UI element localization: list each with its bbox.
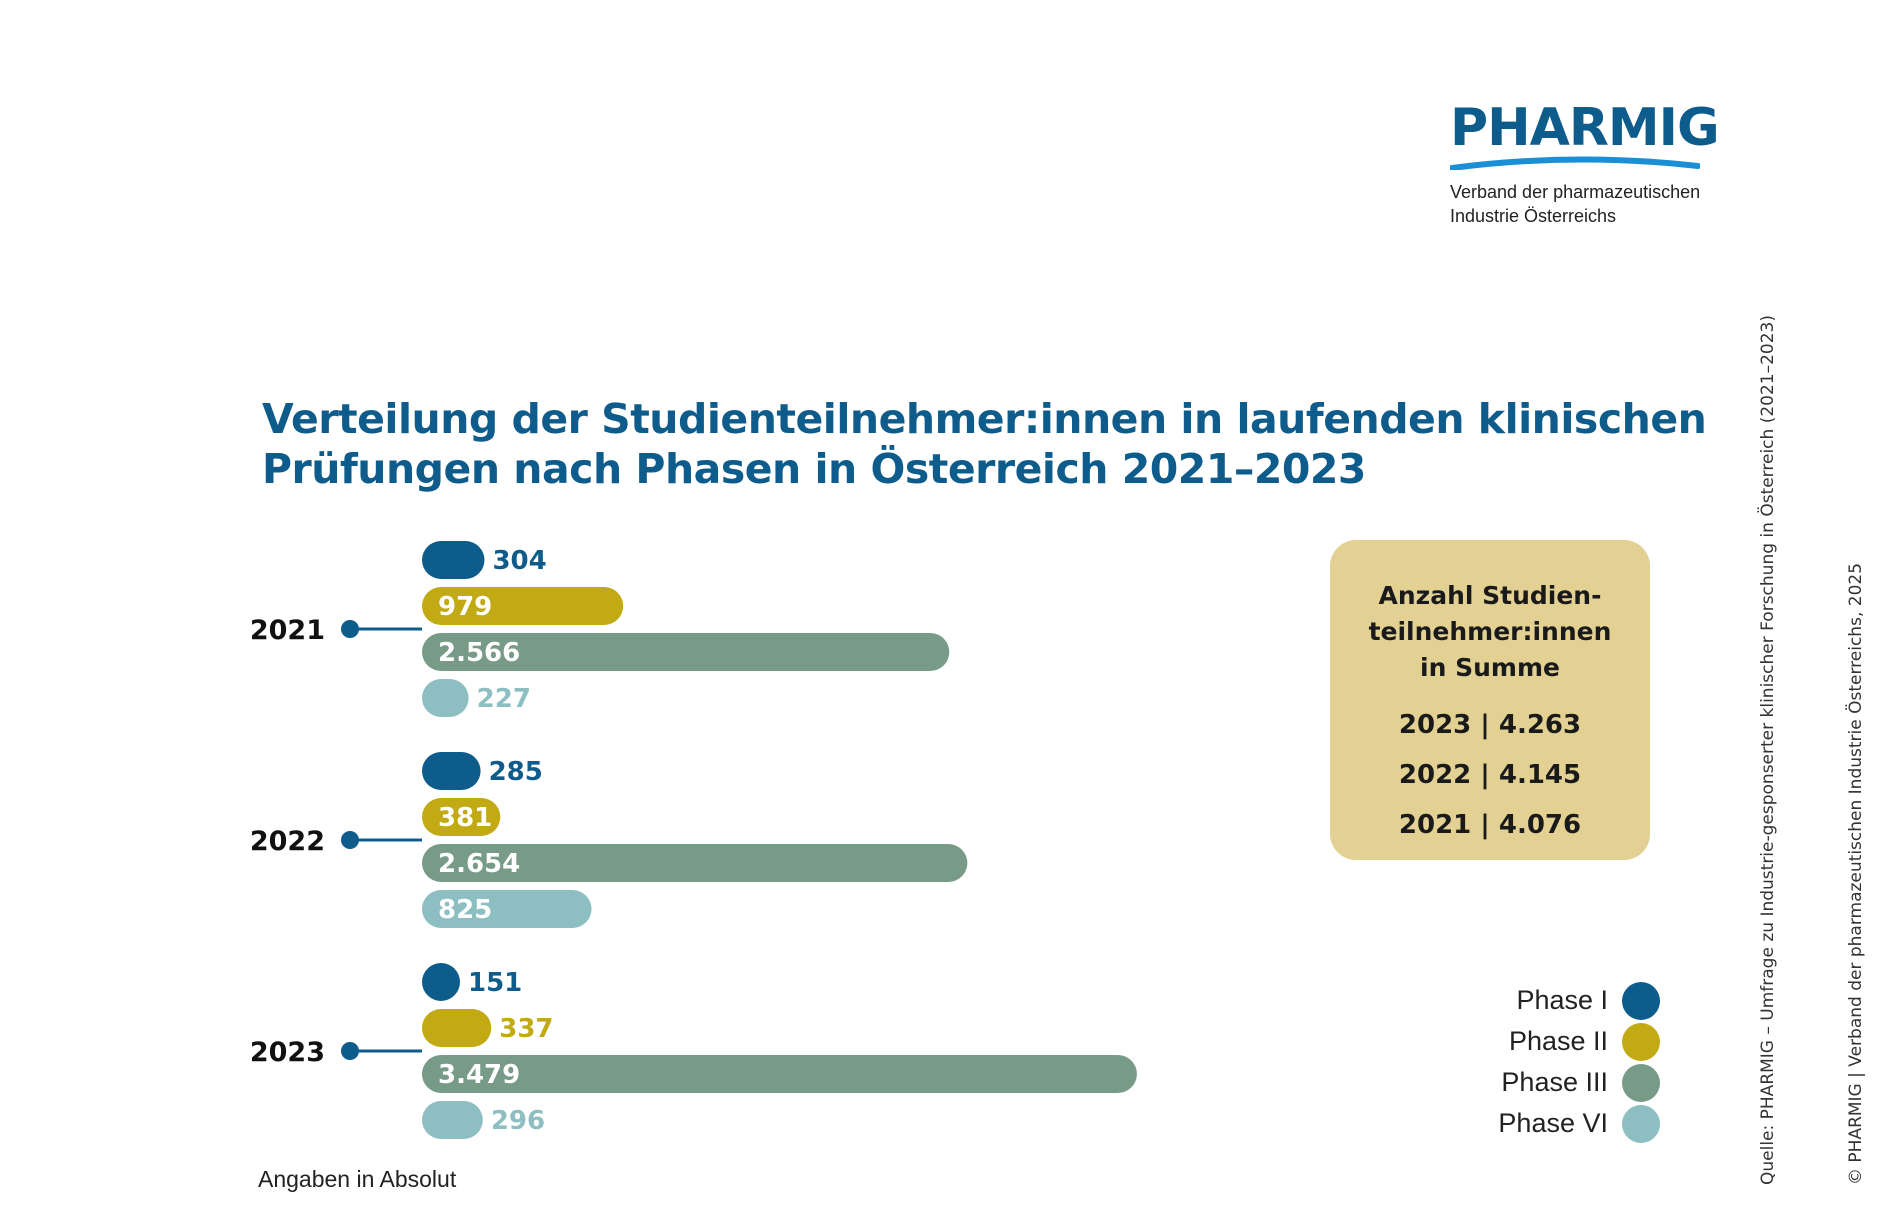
totals-heading-line-1: Anzahl Studien- [1378,581,1602,610]
page-title: Verteilung der Studienteilnehmer:innen i… [262,394,1707,494]
legend-dot-icon [1622,1022,1660,1061]
totals-heading-line-2: teilnehmer:innen [1368,617,1612,646]
bar-value-label: 296 [491,1106,545,1136]
bar-2023-phase-4 [422,1101,483,1139]
legend-item-phase-1: Phase I [1440,980,1660,1021]
bar-2021-phase-2 [422,587,624,625]
bar-2022-phase-1 [422,752,481,790]
legend-label: Phase I [1516,985,1608,1015]
bar-2022-phase-4 [422,890,592,928]
totals-row-2022: 2022 | 4.145 [1398,760,1582,790]
bar-value-label: 227 [477,684,531,714]
legend-dot-icon [1622,981,1660,1020]
pharmig-logo: PHARMIG Verband der pharmazeutischen Ind… [1450,98,1720,228]
bar-2022-phase-2 [422,798,501,836]
legend-label: Phase III [1501,1067,1608,1097]
logo-wordmark: PHARMIG [1450,98,1720,158]
bar-2023-phase-2 [422,1009,492,1047]
footnote: Angaben in Absolut [258,1166,457,1192]
bar-value-label: 3.479 [438,1060,520,1090]
legend: Phase I Phase II Phase III Phase VI [1440,980,1660,1144]
bar-value-label: 825 [438,895,492,925]
year-label-2022: 2022 [250,826,325,857]
bar-2023-phase-1 [422,963,460,1001]
legend-label: Phase II [1508,1026,1608,1056]
totals-heading: Anzahl Studien- teilnehmer:innen in Summ… [1330,578,1650,686]
bar-2023-phase-3 [422,1055,1137,1093]
year-label-2023: 2023 [250,1037,325,1068]
bar-value-label: 381 [438,803,492,833]
bar-2021-phase-3 [422,633,950,671]
title-line-1: Verteilung der Studienteilnehmer:innen i… [262,395,1707,443]
copyright-note: © PHARMIG | Verband der pharmazeutischen… [1846,562,1866,1185]
logo-subline-2: Industrie Österreichs [1450,206,1617,226]
logo-subline: Verband der pharmazeutischen Industrie Ö… [1450,180,1710,228]
bar-value-label: 304 [492,546,546,576]
legend-dot-icon [1622,1063,1660,1102]
bar-2022-phase-3 [422,844,968,882]
logo-swoosh [1450,156,1700,170]
bar-value-label: 285 [489,757,543,787]
legend-dot-icon [1622,1104,1660,1143]
legend-item-phase-2: Phase II [1440,1021,1660,1062]
legend-item-phase-3: Phase III [1440,1062,1660,1103]
year-label-2021: 2021 [250,615,325,646]
title-line-2: Prüfungen nach Phasen in Österreich 2021… [262,445,1366,493]
bar-2021-phase-4 [422,679,469,717]
bar-value-label: 337 [499,1014,553,1044]
bar-value-label: 2.654 [438,849,520,879]
source-note: Quelle: PHARMIG – Umfrage zu Industrie-g… [1758,315,1778,1185]
legend-label: Phase VI [1498,1108,1608,1138]
bar-value-label: 979 [438,592,492,622]
bar-2021-phase-1 [422,541,485,579]
totals-box: Anzahl Studien- teilnehmer:innen in Summ… [1330,540,1650,860]
legend-item-phase-6: Phase VI [1440,1103,1660,1144]
bar-value-label: 2.566 [438,638,520,668]
totals-heading-line-3: in Summe [1420,653,1560,682]
totals-row-2021: 2021 | 4.076 [1398,810,1582,840]
totals-row-2023: 2023 | 4.263 [1398,710,1582,740]
bar-value-label: 151 [468,968,522,998]
logo-subline-1: Verband der pharmazeutischen [1450,182,1701,202]
